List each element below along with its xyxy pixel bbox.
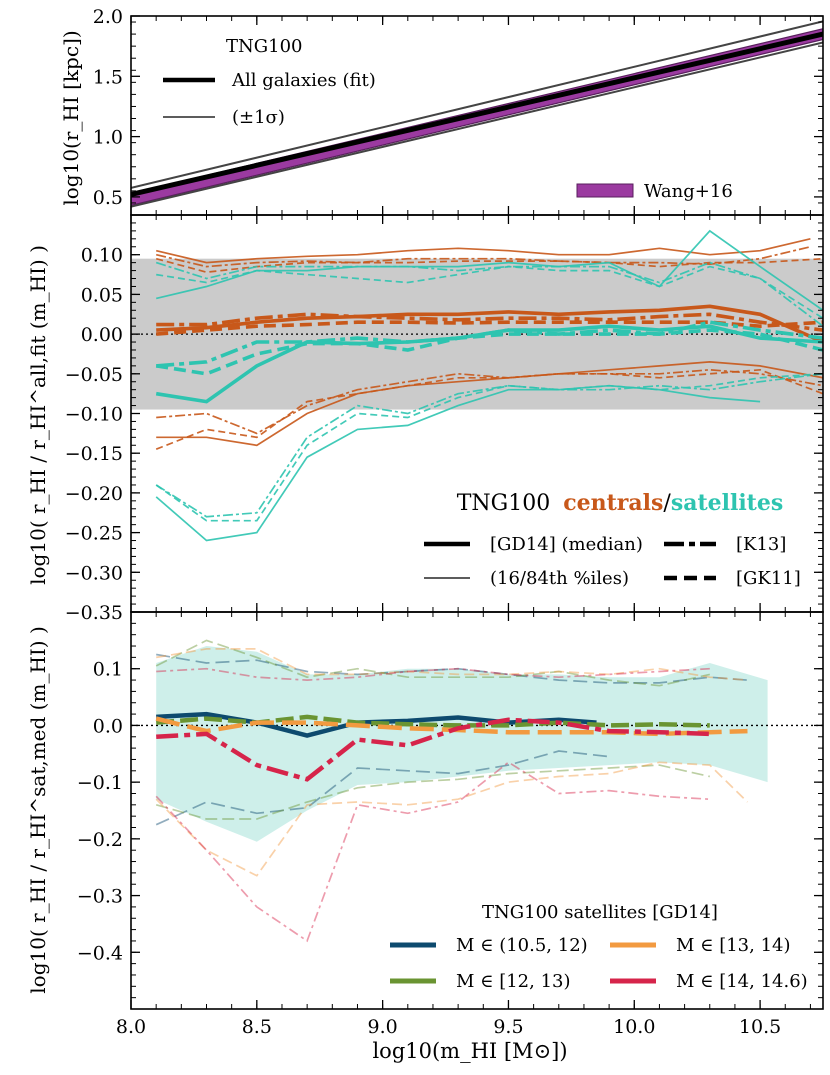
mid-legend-title-prefix: TNG100 — [457, 491, 551, 516]
top-legend-fit-label: All galaxies (fit) — [231, 70, 376, 91]
bot-ylabel: log10( r_HI / r_HI^sat,med (m_HI) ) — [26, 626, 50, 993]
mid-ylabel: log10( r_HI / r_HI^all,fit (m_HI) ) — [26, 245, 50, 585]
mid-series-satellites-k13-lower — [155, 372, 823, 518]
bot-xtick-label: 9.5 — [493, 1016, 523, 1038]
bot-xtick-label: 9.0 — [368, 1016, 398, 1038]
top-legend-title: TNG100 — [226, 36, 303, 57]
mid-series-centrals-gd14-lower — [156, 361, 823, 447]
fit-line — [131, 31, 823, 197]
satellite-band — [156, 646, 768, 842]
bot-median-m-12-13-median — [156, 714, 710, 728]
mid-ytick-label: −0.05 — [65, 364, 123, 386]
top-legend-wang-label: Wang+16 — [644, 181, 733, 202]
bot-legend-title: TNG100 satellites [GD14] — [482, 902, 718, 923]
top-legend-sigma-label: (±1σ) — [232, 107, 285, 128]
mid-ytick-label: 0.05 — [81, 284, 123, 306]
bot-ytick-label: −0.1 — [77, 772, 123, 794]
bot-legend-m1-label: M ∈ (10.5, 12) — [456, 935, 588, 956]
mid-ytick-label: −0.25 — [65, 523, 123, 545]
mid-legend-satellites: satellites — [671, 490, 783, 516]
mid-legend-pct-label: (16/84th %iles) — [490, 568, 629, 589]
bot-ytick-label: −0.3 — [77, 886, 123, 908]
mid-ytick-label: 0.10 — [81, 245, 123, 267]
mid-ytick-label: −0.20 — [65, 483, 123, 505]
bot-pct-m-12-13-upper — [155, 639, 710, 687]
bot-pct-m-13-14-lower — [155, 761, 749, 877]
mid-legend-slash: / — [663, 491, 671, 516]
bot-pct-m-12-13-lower — [155, 764, 710, 820]
bot-pct-m-10-5-12-upper — [156, 653, 748, 684]
mid-legend-title: TNG100 centrals/satellites — [457, 490, 783, 516]
mid-series-satellites-gk11-upper — [156, 265, 823, 319]
mid-series-centrals-k13-lower — [156, 368, 823, 435]
mid-ytick-label: −0.10 — [65, 404, 123, 426]
sigma-lower-line — [131, 41, 823, 208]
mid-ytick-label: 0.00 — [81, 324, 123, 346]
bot-pct-m-10-5-12-lower — [155, 750, 610, 826]
mid-series-satellites-gk11-lower — [155, 372, 823, 522]
bot-pct-m-13-14-upper — [156, 648, 748, 681]
top-legend-wang-swatch — [576, 183, 634, 198]
bot-xtick-label: 10.5 — [739, 1016, 781, 1038]
mid-legend-gd14-label: [GD14] (median) — [490, 534, 643, 555]
mid-series-centrals-k13-median — [156, 312, 823, 332]
bot-ytick-label: 0.0 — [93, 715, 123, 737]
mid-ytick-label: −0.30 — [65, 562, 123, 584]
bot-pct-m-14-14-6-upper — [156, 667, 710, 681]
mid-legend-gk11-label: [GK11] — [736, 568, 801, 589]
mid-series-centrals-gk11-median — [156, 320, 823, 336]
bot-median-m-14-14-6-median — [156, 717, 710, 782]
mid-series-satellites-k13-median — [156, 320, 823, 368]
mid-legend-centrals: centrals — [563, 490, 663, 516]
mid-ytick-label: −0.15 — [65, 443, 123, 465]
xlabel: log10(m_HI [M⊙]) — [372, 1039, 567, 1063]
bot-xtick-label: 8.5 — [242, 1016, 272, 1038]
mid-series-centrals-gk11-lower — [155, 368, 823, 450]
bot-legend-m2-label: M ∈ [12, 13) — [456, 971, 571, 992]
mid-series-satellites-gk11-median — [155, 328, 823, 376]
mid-legend-k13-label: [K13] — [736, 534, 786, 555]
bot-xtick-label: 10.0 — [613, 1016, 655, 1038]
top-ylabel: log10(r_HI [kpc]) — [59, 30, 83, 205]
bot-legend-m3-label: M ∈ [13, 14) — [676, 935, 791, 956]
top-ytick-label: 0.5 — [93, 187, 123, 209]
top-ytick-label: 1.5 — [93, 66, 123, 88]
mid-series-centrals-k13-upper — [156, 245, 811, 268]
bot-xtick-label: 8.0 — [116, 1016, 146, 1038]
mid-ytick-label: −0.35 — [65, 602, 123, 624]
sigma-upper-line — [131, 20, 823, 189]
bot-ytick-label: 0.1 — [93, 659, 123, 681]
bot-panel-frame — [130, 611, 824, 1010]
mid-series-satellites-k13-upper — [155, 261, 823, 327]
top-ytick-label: 2.0 — [93, 6, 123, 28]
mid-series-centrals-gd14-median — [156, 304, 823, 344]
bot-ytick-label: −0.2 — [77, 829, 123, 851]
top-ytick-label: 1.0 — [93, 127, 123, 149]
mid-series-satellites-gd14-lower — [155, 384, 761, 542]
bot-ytick-label: −0.4 — [77, 942, 123, 964]
mid-series-centrals-gk11-upper — [155, 257, 823, 274]
bot-legend-m4-label: M ∈ [14, 14.6) — [676, 971, 808, 992]
mid-series-centrals-gd14-upper — [156, 237, 811, 264]
